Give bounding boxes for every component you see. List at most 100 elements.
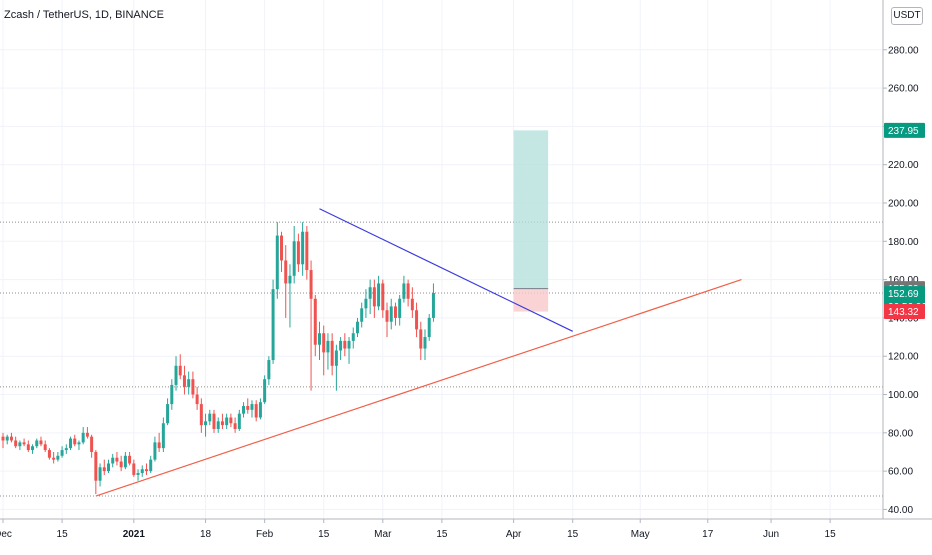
candle-down <box>119 461 123 468</box>
candle-up <box>170 384 174 405</box>
stop-price-label-value: 143.32 <box>888 307 919 318</box>
price-labels: 237.95155.29152.6906:56:06143.32 <box>884 122 927 320</box>
y-tick-label: 120.00 <box>888 352 919 363</box>
x-tick-label: 15 <box>318 529 330 540</box>
candle-up <box>339 340 343 351</box>
y-tick-label: 260.00 <box>888 84 919 95</box>
candle-down <box>47 450 51 458</box>
horizontal-levels <box>0 221 883 497</box>
candle-down <box>52 457 56 460</box>
candle-up <box>301 231 305 265</box>
candle-down <box>102 467 106 472</box>
y-tick-label: 100.00 <box>888 390 919 401</box>
candle-up <box>292 241 296 276</box>
x-tick-label: 17 <box>702 529 714 540</box>
support-trendline <box>95 279 742 497</box>
candle-down <box>212 413 216 429</box>
candle-up <box>111 457 115 464</box>
candle-down <box>199 404 203 426</box>
candle-down <box>128 455 132 464</box>
candle-up <box>77 442 81 445</box>
candle-down <box>280 235 284 261</box>
last-price-label-value: 152.69 <box>888 289 919 300</box>
candle-down <box>220 421 224 426</box>
y-tick-label: 80.00 <box>888 428 913 439</box>
candle-up <box>275 235 279 290</box>
candle-up <box>423 337 427 349</box>
grid <box>0 0 883 519</box>
candle-up <box>318 333 321 345</box>
candle-up <box>81 432 85 443</box>
candlestick-series <box>1 222 435 495</box>
x-tick-label: 18 <box>200 529 212 540</box>
candle-down <box>419 329 423 349</box>
candle-down <box>381 283 385 311</box>
candle-up <box>368 287 372 299</box>
candle-up <box>60 450 64 456</box>
candle-down <box>73 438 77 445</box>
candle-up <box>389 306 393 322</box>
candle-down <box>85 432 89 437</box>
y-tick-label: 280.00 <box>888 45 919 56</box>
candle-up <box>271 289 275 361</box>
candle-down <box>14 440 18 447</box>
candle-up <box>351 333 355 341</box>
candle-up <box>153 442 157 460</box>
candle-up <box>258 402 262 418</box>
candle-down <box>39 440 43 445</box>
long-position-tool[interactable] <box>513 130 549 312</box>
y-tick-label: 160.00 <box>888 275 919 286</box>
candle-up <box>242 406 246 414</box>
y-tick-label: 220.00 <box>888 160 919 171</box>
candle-down <box>178 365 182 376</box>
candle-up <box>166 404 170 424</box>
x-tick-label: Dec <box>0 529 12 540</box>
candle-down <box>182 375 186 387</box>
candle-up <box>267 360 271 380</box>
target-price-label-value: 237.95 <box>888 126 919 137</box>
candle-down <box>191 379 195 395</box>
candle-up <box>364 298 368 309</box>
candle-down <box>343 340 347 349</box>
candle-down <box>284 260 288 284</box>
candle-down <box>246 406 250 410</box>
x-tick-label: 15 <box>57 529 69 540</box>
candle-up <box>5 436 9 441</box>
candle-down <box>94 451 98 481</box>
candle-down <box>313 298 317 345</box>
candle-up <box>225 417 229 426</box>
candle-down <box>385 310 389 322</box>
candle-up <box>208 413 212 422</box>
symbol-title[interactable]: Zcash / TetherUS, 1D, BINANCE <box>4 9 164 21</box>
candle-down <box>132 463 136 475</box>
candle-up <box>360 308 364 322</box>
x-tick-label: 15 <box>436 529 448 540</box>
candle-down <box>233 423 237 429</box>
candle-up <box>174 365 178 385</box>
candle-down <box>309 270 313 299</box>
candle-up <box>237 413 241 429</box>
candle-down <box>372 287 376 307</box>
profit-zone <box>513 130 549 289</box>
candle-down <box>157 442 161 449</box>
candle-down <box>43 444 47 451</box>
currency-button[interactable]: USDT <box>891 7 923 25</box>
trendlines[interactable] <box>95 208 742 497</box>
candle-up <box>56 455 60 460</box>
y-tick-label: 60.00 <box>888 467 913 478</box>
candle-up <box>64 448 68 451</box>
candle-up <box>334 350 338 366</box>
x-tick-label: Apr <box>506 529 522 540</box>
candle-down <box>22 442 26 445</box>
candle-up <box>161 423 165 449</box>
candle-up <box>402 283 406 299</box>
candle-up <box>377 283 381 307</box>
candle-down <box>90 436 94 452</box>
candle-up <box>250 404 254 410</box>
x-tick-label: 15 <box>567 529 579 540</box>
candle-up <box>216 421 220 429</box>
candle-up <box>98 467 102 481</box>
x-tick-label: 15 <box>825 529 837 540</box>
